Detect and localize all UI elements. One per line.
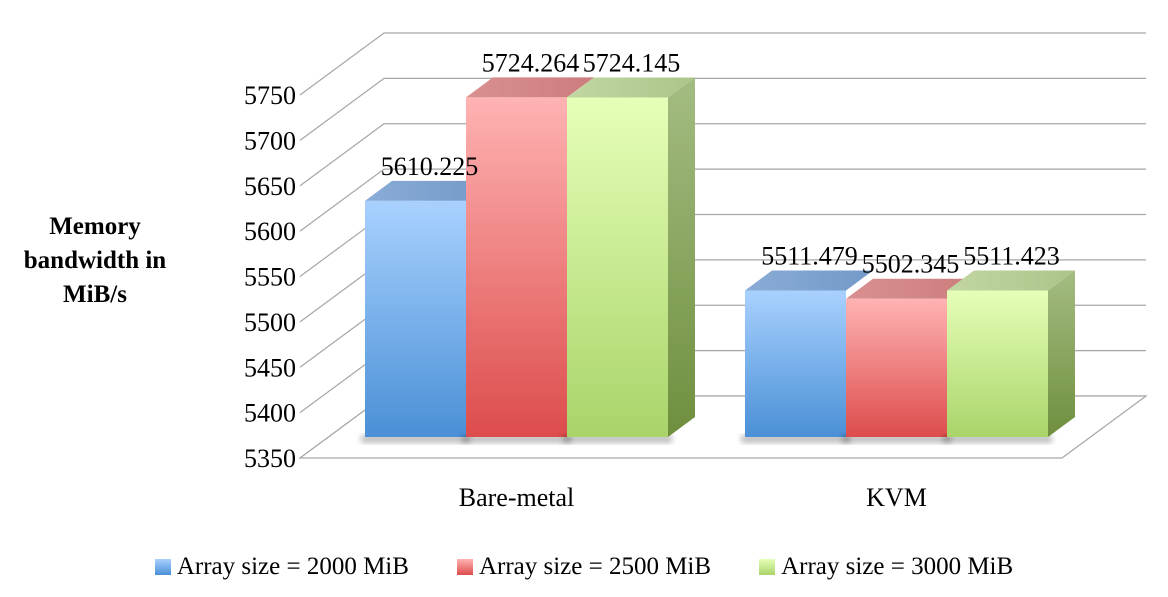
legend-label-3000: Array size = 3000 MiB [781, 553, 1014, 580]
gridline [299, 123, 1146, 187]
bar-shadow [462, 435, 571, 443]
bar-top [846, 278, 974, 299]
legend-swatch-2500 [456, 559, 473, 575]
bars [361, 77, 1075, 443]
bar [947, 290, 1048, 437]
gridline [299, 32, 1146, 96]
data-label: 5610.225 [381, 152, 479, 181]
gridline [299, 168, 1146, 232]
bar-side [1048, 270, 1075, 437]
y-tick-label: 5650 [244, 172, 296, 201]
y-tick-labels: 5350 5400 5450 5500 5550 5600 5650 5700 5750 [244, 81, 296, 473]
data-label: 5724.145 [583, 48, 681, 77]
y-tick-label: 5600 [244, 217, 296, 246]
y-tick-label: 5450 [244, 353, 296, 382]
bar-top [947, 270, 1075, 291]
bar [365, 200, 466, 437]
gridline [299, 77, 1146, 141]
bar-top [365, 180, 493, 201]
bar-top [466, 77, 594, 98]
legend: Array size = 2000 MiB Array size = 2500 … [0, 553, 1168, 581]
bar-shadow [741, 435, 850, 443]
y-tick-label: 5750 [244, 81, 296, 110]
bar [567, 97, 668, 437]
bar-top [745, 270, 873, 291]
bar-side [668, 77, 695, 437]
y-axis-label: Memory bandwidth in MiB/s [23, 213, 167, 308]
y-tick-label: 5350 [244, 444, 296, 473]
legend-label-2500: Array size = 2500 MiB [478, 553, 712, 580]
legend-swatch-2000 [154, 559, 171, 575]
data-label: 5502.345 [862, 250, 960, 279]
legend-label-2000: Array size = 2000 MiB [176, 553, 409, 580]
y-tick-label: 5400 [244, 399, 296, 428]
bar-shadow [563, 435, 672, 443]
legend-swatch-3000 [759, 559, 776, 575]
data-labels: 5610.225 5724.264 5724.145 5511.479 5502.345… [381, 48, 1060, 278]
x-tick-label: Bare-metal [459, 483, 575, 512]
bar-top [567, 77, 695, 98]
y-tick-label: 5700 [244, 126, 296, 155]
legend-item-3000: Array size = 3000 MiB [759, 553, 1013, 581]
x-tick-labels: Bare-metal KVM [459, 483, 927, 512]
y-tick-label: 5550 [244, 263, 296, 292]
x-tick-label: KVM [866, 483, 927, 512]
data-label: 5724.264 [482, 48, 580, 77]
bar [466, 97, 567, 438]
bar-shadow [361, 435, 470, 443]
bar [846, 298, 947, 437]
data-label: 5511.479 [761, 241, 858, 270]
legend-item-2500: Array size = 2500 MiB [456, 553, 712, 581]
bar-shadow [943, 435, 1052, 443]
y-tick-label: 5500 [244, 308, 296, 337]
data-label: 5511.423 [963, 242, 1060, 271]
bar [745, 290, 846, 437]
legend-item-2000: Array size = 2000 MiB [154, 553, 409, 581]
bar-shadow [842, 435, 951, 443]
